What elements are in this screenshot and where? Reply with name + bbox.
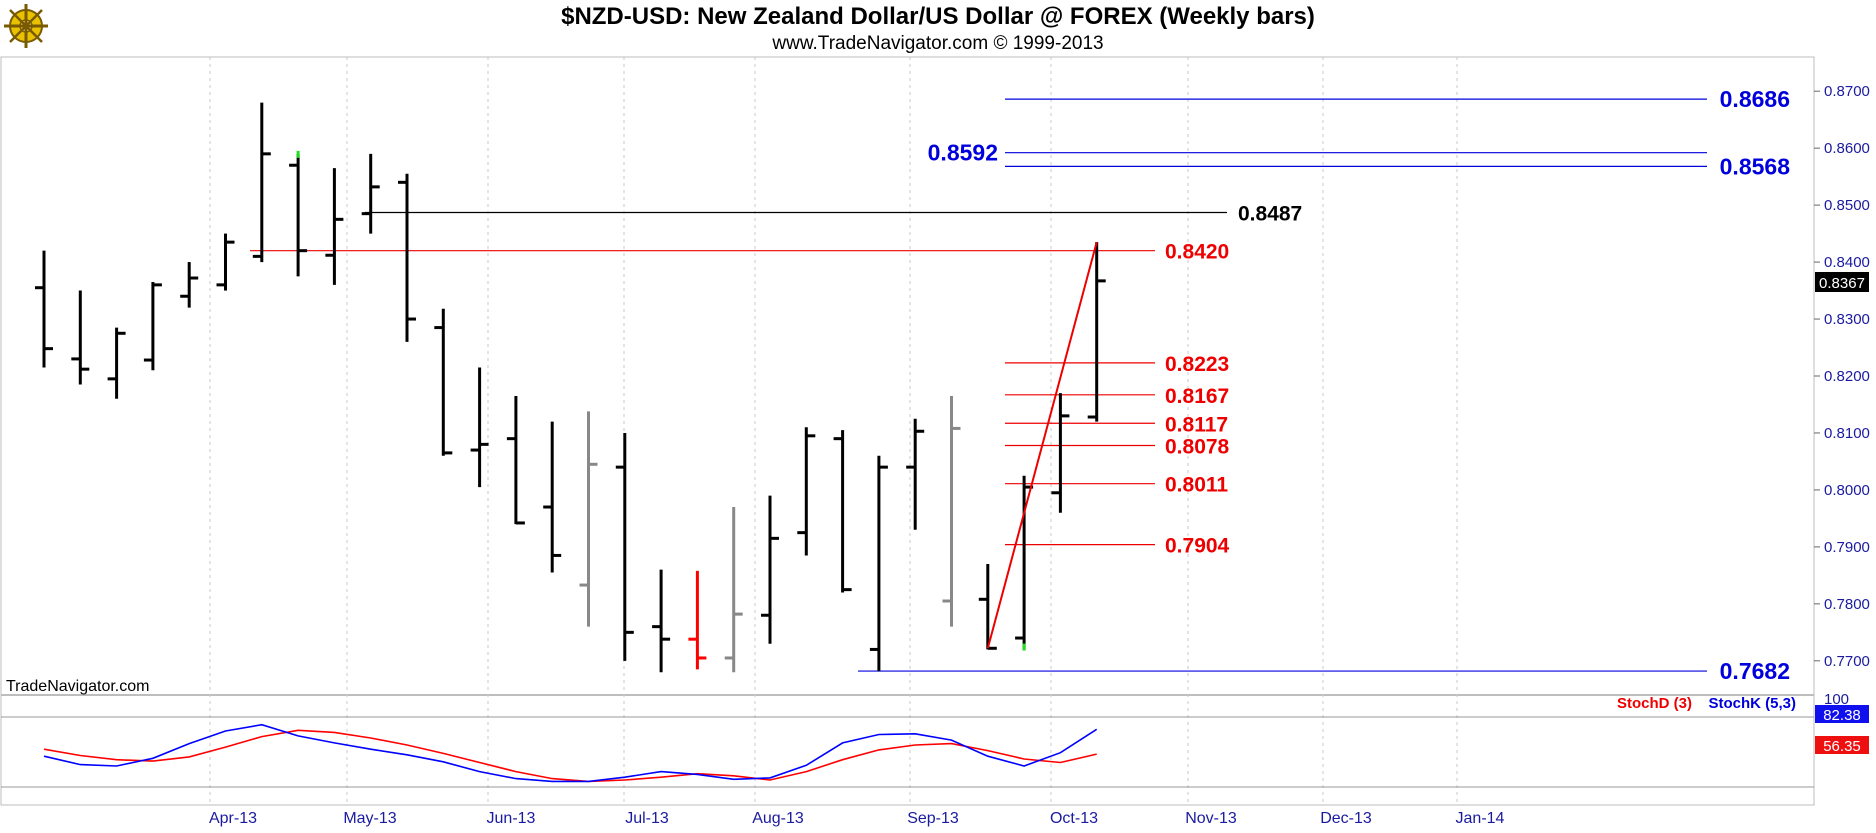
- stochk-legend: StochK (5,3): [1708, 695, 1796, 712]
- ohlc-bar: [869, 455, 888, 672]
- level-label: 0.8167: [1165, 385, 1229, 408]
- y-tick-label: 0.8100: [1824, 425, 1870, 442]
- last-price-tag: [1815, 272, 1869, 292]
- level-label: 0.8011: [1165, 474, 1228, 497]
- last-price-value: 0.8367: [1819, 275, 1865, 292]
- price-levels: 0.8686 0.8592 0.8568 0.8487 0.8420 0.8223 0.81…: [250, 86, 1790, 684]
- ohlc-bar: [761, 495, 779, 644]
- x-tick-label: Jun-13: [487, 810, 536, 827]
- ohlc-bar: [652, 569, 671, 673]
- ohlc-bar: [470, 367, 489, 488]
- axes: Apr-13 May-13 Jun-13 Jul-13 Aug-13 Sep-13 Oct-…: [209, 83, 1870, 827]
- y-tick-label: 0.8600: [1824, 140, 1870, 157]
- stoch-y-tick-label: 100: [1824, 691, 1849, 708]
- ohlc-bar: [1087, 242, 1106, 422]
- ohlc-bar: [434, 308, 453, 456]
- stochk-value-tag: [1815, 705, 1869, 723]
- level-label: 0.8420: [1165, 241, 1229, 264]
- ohlc-bar: [615, 432, 634, 661]
- trend-line: [986, 241, 1098, 649]
- trend-line-layer: [986, 241, 1098, 649]
- ohlc-bar: [942, 395, 961, 627]
- stochastic-panel-frame: [0, 694, 1815, 806]
- stochd-line: [43, 729, 1097, 783]
- ohlc-bar: [361, 153, 380, 234]
- ohlc-bar: [797, 427, 816, 556]
- watermark: TradeNavigator.com: [6, 678, 149, 695]
- x-tick-label: Apr-13: [209, 810, 257, 827]
- y-tick-label: 0.8300: [1824, 311, 1870, 328]
- ohlc-bar: [506, 395, 525, 525]
- ohlc-bar: [35, 250, 53, 368]
- ohlc-bar: [325, 168, 344, 285]
- ohlc-bar: [143, 282, 162, 371]
- ohlc-bar: [216, 233, 235, 291]
- x-tick-label: Jul-13: [625, 810, 669, 827]
- x-tick-label: Nov-13: [1185, 810, 1237, 827]
- ohlc-bar: [688, 570, 707, 670]
- level-label: 0.8592: [928, 140, 998, 166]
- ship-wheel-icon: [4, 4, 48, 48]
- price-bars: [35, 102, 1106, 673]
- level-label: 0.8568: [1720, 153, 1791, 179]
- stochd-legend: StochD (3): [1617, 695, 1692, 712]
- ohlc-bar: [978, 563, 997, 650]
- level-label: 0.8078: [1165, 435, 1230, 458]
- y-tick-label: 0.7900: [1824, 539, 1870, 556]
- ohlc-bar: [71, 290, 90, 385]
- x-tick-label: Aug-13: [752, 810, 804, 827]
- chart-subtitle: www.TradeNavigator.com © 1999-2013: [771, 33, 1103, 54]
- x-tick-label: Dec-13: [1320, 810, 1372, 827]
- level-label: 0.8223: [1165, 353, 1229, 376]
- stochd-value-tag: [1815, 736, 1869, 754]
- ohlc-bar: [107, 327, 126, 399]
- ohlc-bar: [180, 262, 199, 308]
- x-tick-label: Oct-13: [1050, 810, 1098, 827]
- ohlc-bar: [289, 153, 308, 277]
- level-label: 0.8487: [1238, 203, 1302, 226]
- y-tick-label: 0.8500: [1824, 197, 1870, 214]
- grid: [209, 57, 1458, 805]
- stochk-value: 82.38: [1823, 707, 1861, 724]
- ohlc-bar: [724, 507, 743, 673]
- ohlc-bar: [833, 430, 852, 593]
- stochd-value: 56.35: [1823, 738, 1861, 755]
- chart-title: $NZD-USD: New Zealand Dollar/US Dollar @…: [561, 3, 1315, 30]
- ohlc-bar: [579, 411, 598, 627]
- ohlc-bar: [906, 418, 925, 530]
- stochk-line: [43, 723, 1098, 783]
- y-tick-label: 0.8000: [1824, 482, 1870, 499]
- x-tick-label: Sep-13: [907, 810, 959, 827]
- ohlc-bar: [1015, 475, 1034, 650]
- x-tick-label: Jan-14: [1456, 810, 1505, 827]
- ohlc-bar: [252, 102, 271, 263]
- level-label: 0.7682: [1720, 658, 1790, 684]
- level-label: 0.8686: [1720, 86, 1790, 112]
- ohlc-bar: [543, 421, 562, 573]
- x-tick-label: May-13: [343, 810, 396, 827]
- y-tick-label: 0.8200: [1824, 368, 1870, 385]
- ohlc-bar: [398, 173, 416, 342]
- level-label: 0.8117: [1165, 413, 1228, 436]
- y-tick-label: 0.8400: [1824, 254, 1870, 271]
- level-label: 0.7904: [1165, 535, 1230, 558]
- ohlc-bar: [1051, 393, 1070, 513]
- y-tick-label: 0.8700: [1824, 83, 1870, 100]
- y-tick-label: 0.7800: [1824, 596, 1870, 613]
- y-tick-label: 0.7700: [1824, 653, 1870, 670]
